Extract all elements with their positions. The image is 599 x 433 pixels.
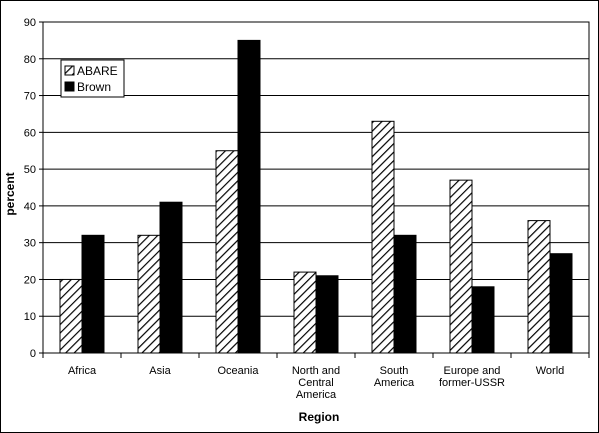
x-category-label: World <box>536 365 565 377</box>
plot-area-border <box>42 21 590 354</box>
y-tick-label: 80 <box>24 54 36 66</box>
bar-abare-1 <box>137 234 161 354</box>
x-category-label: Asia <box>149 365 171 377</box>
legend-swatch-abare <box>64 65 75 76</box>
bar-abare-0 <box>59 278 83 354</box>
x-category-label: Africa <box>68 365 97 377</box>
y-axis-title: percent <box>3 172 17 215</box>
bar-abare-2 <box>215 150 239 354</box>
x-category-label: Oceania <box>218 365 260 377</box>
bar-brown-0 <box>81 234 105 354</box>
bar-brown-2 <box>237 39 261 354</box>
bar-brown-3 <box>315 275 339 354</box>
y-tick-label: 50 <box>24 164 36 176</box>
x-category-label: Europe and former-USSR <box>439 365 505 389</box>
legend-label-brown: Brown <box>77 80 111 94</box>
bar-abare-3 <box>293 271 317 354</box>
bar-abare-6 <box>527 220 551 354</box>
y-tick-label: 60 <box>24 127 36 139</box>
y-tick-label: 0 <box>30 348 36 360</box>
y-tick-label: 90 <box>24 17 36 29</box>
y-tick-label: 10 <box>24 311 36 323</box>
x-category-label: South America <box>374 365 415 389</box>
y-tick-label: 20 <box>24 274 36 286</box>
y-tick-label: 70 <box>24 91 36 103</box>
axes: 0 10 20 30 40 50 60 70 80 90 Africa Asia Oceania Nort… <box>24 17 590 401</box>
bar-brown-6 <box>549 253 573 354</box>
bar-abare-4 <box>371 120 395 354</box>
legend: ABARE Brown <box>60 59 125 98</box>
bar-brown-4 <box>393 234 417 354</box>
y-tick-label: 40 <box>24 201 36 213</box>
x-axis-title: Region <box>299 410 340 424</box>
legend-swatch-brown <box>64 81 75 92</box>
bar-brown-1 <box>159 201 183 354</box>
bar-abare-5 <box>449 179 473 354</box>
bar-brown-5 <box>471 286 495 354</box>
bars <box>59 39 573 354</box>
x-category-label: North and Central America <box>292 365 340 401</box>
y-tick-label: 30 <box>24 238 36 250</box>
legend-label-abare: ABARE <box>77 64 118 78</box>
